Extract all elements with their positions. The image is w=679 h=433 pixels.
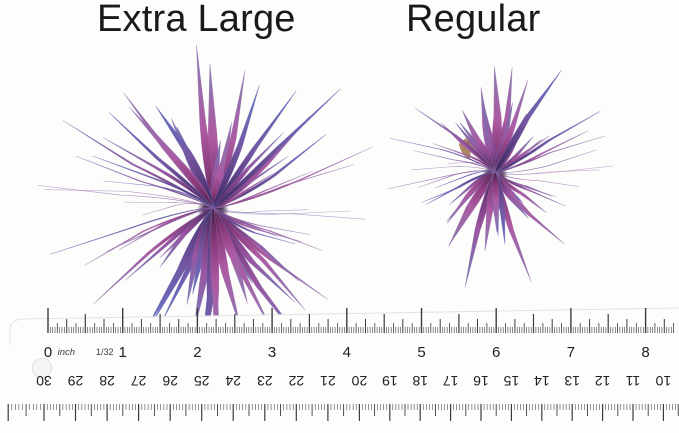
svg-text:23: 23: [257, 373, 273, 389]
svg-text:30: 30: [36, 373, 52, 389]
svg-text:21: 21: [320, 373, 336, 389]
svg-text:3: 3: [268, 344, 276, 361]
svg-text:12: 12: [595, 373, 611, 389]
svg-text:10: 10: [655, 373, 671, 389]
svg-text:29: 29: [68, 373, 84, 389]
svg-text:19: 19: [382, 373, 398, 389]
svg-text:4: 4: [343, 344, 351, 361]
svg-text:14: 14: [534, 373, 550, 389]
svg-text:24: 24: [225, 373, 241, 389]
svg-text:1/32: 1/32: [96, 347, 114, 357]
svg-text:1: 1: [119, 344, 127, 361]
svg-text:22: 22: [288, 373, 304, 389]
svg-text:28: 28: [99, 373, 115, 389]
svg-text:5: 5: [417, 344, 425, 361]
svg-text:27: 27: [131, 373, 147, 389]
svg-text:2: 2: [193, 344, 201, 361]
svg-text:6: 6: [492, 344, 500, 361]
svg-text:7: 7: [567, 344, 575, 361]
svg-text:15: 15: [503, 373, 519, 389]
svg-text:16: 16: [473, 373, 489, 389]
svg-text:25: 25: [194, 373, 210, 389]
svg-text:20: 20: [351, 373, 367, 389]
svg-text:18: 18: [412, 373, 428, 389]
svg-text:0: 0: [44, 344, 52, 361]
svg-text:13: 13: [564, 373, 580, 389]
svg-text:inch: inch: [58, 347, 75, 358]
svg-text:11: 11: [626, 373, 641, 389]
svg-text:26: 26: [162, 373, 178, 389]
svg-text:17: 17: [443, 373, 459, 389]
svg-text:8: 8: [641, 344, 649, 361]
